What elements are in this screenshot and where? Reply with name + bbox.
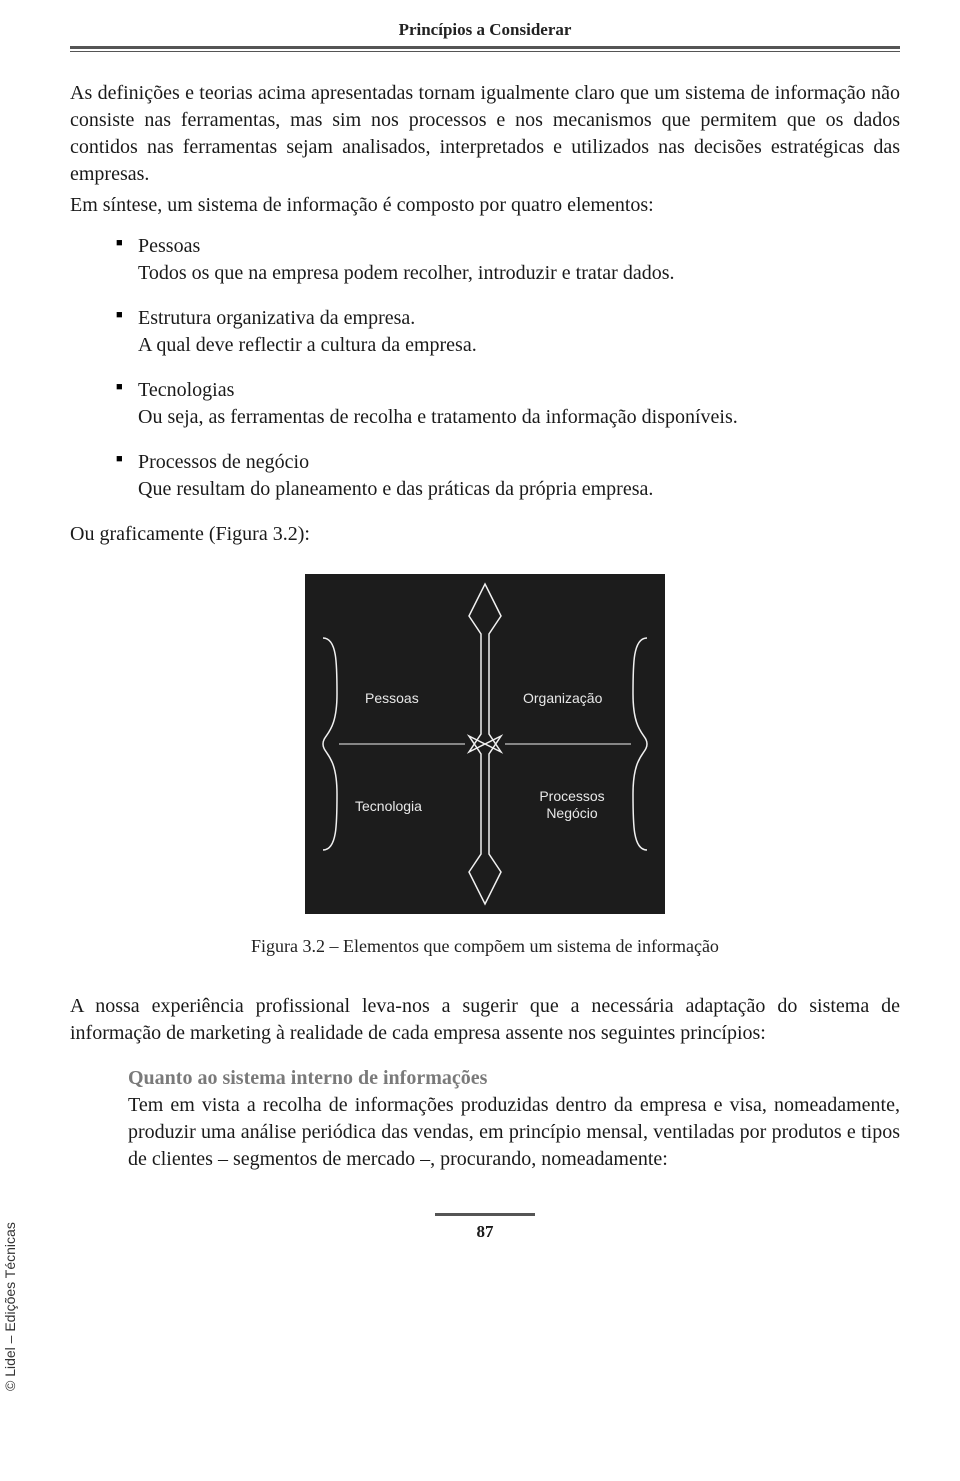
bullet-head: Processos de negócio	[138, 451, 309, 473]
list-item: Estrutura organizativa da empresa. A qua…	[70, 305, 900, 359]
subsection-body: Tem em vista a recolha de informações pr…	[128, 1092, 900, 1173]
diagram-svg	[305, 574, 665, 914]
figure-caption: Figura 3.2 – Elementos que compõem um si…	[251, 936, 719, 957]
subsection-sistema-interno: Quanto ao sistema interno de informações…	[70, 1067, 900, 1173]
header-rule	[70, 46, 900, 52]
elements-bullet-list: Pessoas Todos os que na empresa podem re…	[70, 233, 900, 503]
quadrant-diagram: Pessoas Organização Tecnologia Processos…	[305, 574, 665, 914]
diagram-label-organizacao: Organização	[523, 690, 602, 707]
bullet-sub: Que resultam do planeamento e das prátic…	[138, 476, 900, 503]
bullet-head: Tecnologias	[138, 379, 234, 401]
publisher-credit: © Lidel – Edições Técnicas	[2, 1222, 18, 1391]
list-item: Pessoas Todos os que na empresa podem re…	[70, 233, 900, 287]
bullet-head: Pessoas	[138, 235, 200, 257]
after-figure-paragraph: A nossa experiência profissional leva-no…	[70, 993, 900, 1047]
intro-paragraph-2: Em síntese, um sistema de informação é c…	[70, 192, 900, 219]
page-number-rule	[435, 1213, 535, 1216]
list-item: Tecnologias Ou seja, as ferramentas de r…	[70, 377, 900, 431]
bullet-head: Estrutura organizativa da empresa.	[138, 307, 415, 329]
diagram-label-tecnologia: Tecnologia	[355, 798, 422, 815]
diagram-label-processos: Processos Negócio	[527, 788, 617, 822]
diagram-label-pessoas: Pessoas	[365, 690, 419, 707]
bullet-sub: Ou seja, as ferramentas de recolha e tra…	[138, 404, 900, 431]
page-number: 87	[70, 1222, 900, 1242]
figure-3-2: Pessoas Organização Tecnologia Processos…	[70, 574, 900, 957]
diagram-label-processos-2: Negócio	[546, 805, 597, 821]
list-item: Processos de negócio Que resultam do pla…	[70, 449, 900, 503]
bullet-sub: Todos os que na empresa podem recolher, …	[138, 260, 900, 287]
subsection-title: Quanto ao sistema interno de informações	[128, 1067, 900, 1090]
page-header-title: Princípios a Considerar	[70, 20, 900, 46]
figure-intro-line: Ou graficamente (Figura 3.2):	[70, 521, 900, 548]
bullet-sub: A qual deve reflectir a cultura da empre…	[138, 332, 900, 359]
intro-paragraph-1: As definições e teorias acima apresentad…	[70, 80, 900, 188]
diagram-label-processos-1: Processos	[539, 788, 604, 804]
